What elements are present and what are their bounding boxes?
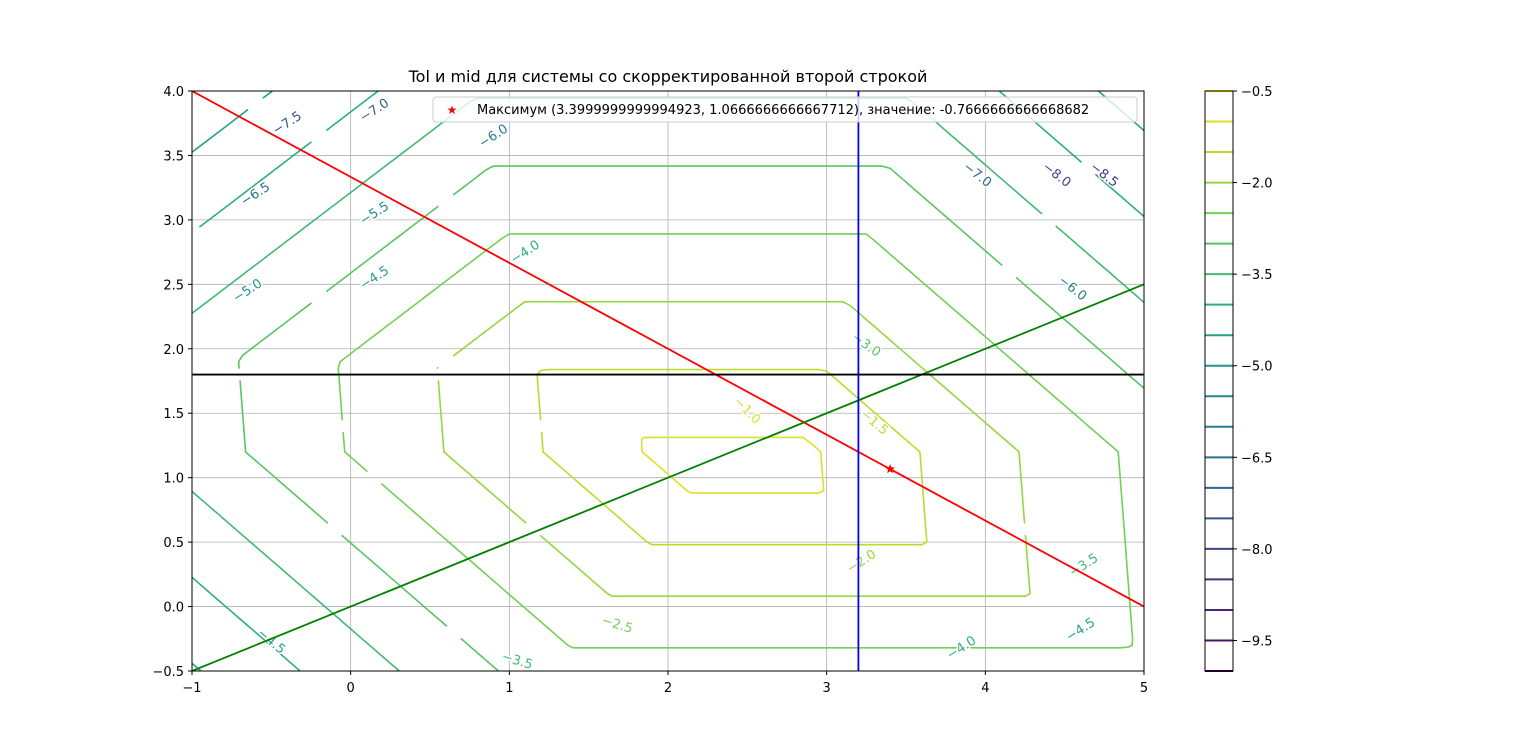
y-tick-label: −0.5	[152, 665, 184, 680]
contour-line	[536, 368, 928, 546]
colorbar-tick-label: −2.0	[1241, 177, 1273, 192]
legend-box	[432, 96, 1138, 123]
colorbar-tick-label: −5.0	[1241, 360, 1273, 375]
x-tick-label: 1	[505, 681, 513, 696]
legend-star-icon: ★	[447, 103, 458, 117]
y-tick-label: 0.5	[163, 536, 184, 551]
maximum-star-icon	[885, 464, 895, 474]
contour-line	[192, 91, 1144, 671]
x-tick-label: 0	[347, 681, 355, 696]
y-tick-label: 3.0	[163, 214, 184, 229]
y-tick-label: 1.5	[163, 407, 184, 422]
overlay-lines	[192, 91, 1144, 671]
x-tick-label: −1	[182, 681, 201, 696]
legend-label: Максимум (3.3999999999994923, 1.06666666…	[477, 103, 1089, 118]
y-tick-label: 4.0	[163, 85, 184, 100]
y-tick-label: 2.5	[163, 278, 184, 293]
contour-line	[436, 300, 1031, 597]
contour-line	[237, 165, 1144, 671]
colorbar-tick-label: −8.0	[1241, 543, 1273, 558]
colorbar-tick-label: −0.5	[1241, 85, 1273, 100]
colorbar-frame	[1204, 90, 1234, 672]
y-tick-label: 0.0	[163, 601, 184, 616]
overlay-line	[192, 283, 1144, 671]
x-tick-label: 3	[823, 681, 831, 696]
colorbar: −0.5 −2.0 −3.5 −5.0 −6.5 −8.0 −9.5	[1204, 85, 1273, 672]
x-axis-ticks: −1 0 1 2 3 4 5	[182, 671, 1148, 696]
y-tick-label: 3.5	[163, 149, 184, 164]
x-tick-label: 4	[981, 681, 989, 696]
contour-line	[640, 436, 825, 494]
contour-line	[337, 233, 1134, 649]
chart-title: Tol и mid для системы со скорректированн…	[408, 67, 928, 86]
x-tick-label: 2	[664, 681, 672, 696]
y-tick-label: 1.0	[163, 472, 184, 487]
plot-area: −7.5 −7.0−6.0−6.5−5.5−4.0−5.0 −4.5−3.0−1.0…	[152, 85, 1148, 696]
colorbar-tick-label: −6.5	[1241, 451, 1273, 466]
overlay-line	[192, 91, 1144, 608]
y-axis-ticks: −0.5 0.0 0.5 1.0 1.5 2.0 2.5 3.0 3.5 4.0	[152, 85, 192, 680]
colorbar-tick-label: −3.5	[1241, 268, 1273, 283]
x-tick-label: 5	[1140, 681, 1148, 696]
colorbar-tick-label: −9.5	[1241, 634, 1273, 649]
y-tick-label: 2.0	[163, 343, 184, 358]
legend: ★ Максимум (3.3999999999994923, 1.066666…	[432, 96, 1138, 123]
maximum-marker	[885, 464, 895, 474]
